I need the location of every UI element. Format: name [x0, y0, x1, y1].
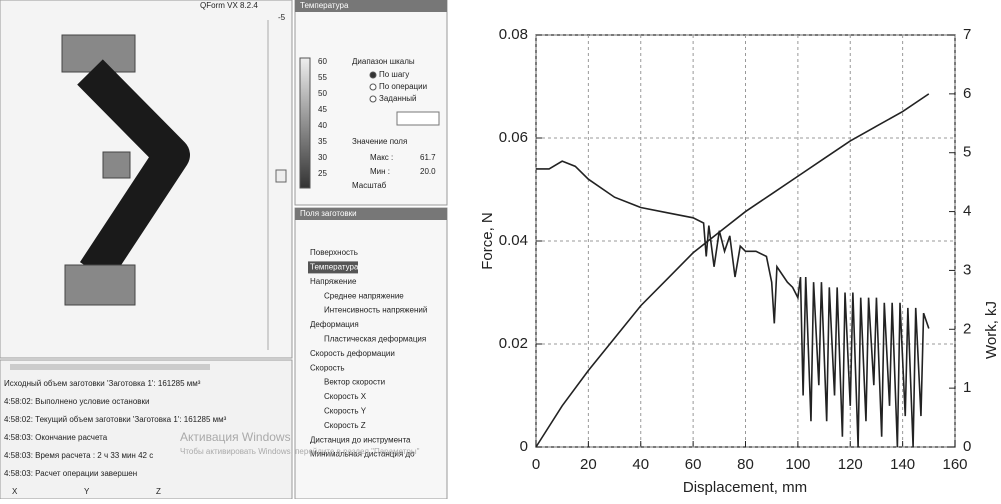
range-input[interactable]: [397, 112, 439, 125]
tree-item: Напряжение: [310, 277, 357, 286]
log-line: 4:58:03: Время расчета : 2 ч 33 мин 42 с: [4, 451, 153, 460]
slider-thumb[interactable]: [276, 170, 286, 182]
y2-tick-label: 0: [963, 438, 971, 455]
range-title: Диапазон шкалы: [352, 57, 415, 66]
column-header: Z: [156, 487, 161, 496]
scale-label: 40: [318, 121, 327, 130]
min-value: 20.0: [420, 167, 436, 176]
scale-label: 25: [318, 169, 327, 178]
tree-item: Скорость X: [324, 392, 367, 401]
field-value-title: Значение поля: [352, 137, 407, 146]
tree-item: Скорость деформации: [310, 349, 395, 358]
x-tick-label: 140: [890, 456, 915, 473]
x-tick-label: 20: [580, 456, 597, 473]
figure: Displacement, mm Force, N Work, kJ QForm…: [0, 0, 1001, 499]
x-tick-label: 40: [632, 456, 649, 473]
log-line: Исходный объем заготовки 'Заготовка 1': …: [4, 379, 201, 388]
max-value: 61.7: [420, 153, 436, 162]
column-header: X: [12, 487, 18, 496]
y2-tick-label: 7: [963, 26, 971, 43]
tree-item: Поверхность: [310, 248, 358, 257]
tree-item: Интенсивность напряжений: [324, 306, 427, 315]
scale-label: 35: [318, 137, 327, 146]
scale-label: 55: [318, 73, 327, 82]
slider-value: -5: [278, 13, 286, 22]
y2-tick-label: 1: [963, 379, 971, 396]
log-line: 4:58:02: Текущий объем заготовки 'Загото…: [4, 415, 227, 424]
radio[interactable]: [370, 84, 376, 90]
tool-bottom: [65, 265, 135, 305]
range-option: По шагу: [379, 70, 409, 79]
min-label: Мин :: [370, 167, 390, 176]
x-tick-label: 0: [532, 456, 540, 473]
tree-item: Дистанция до инструмента: [310, 435, 411, 444]
y-tick-label: 0.02: [499, 335, 528, 352]
x-tick-label: 120: [838, 456, 863, 473]
x-tick-label: 80: [737, 456, 754, 473]
x-tick-label: 160: [942, 456, 967, 473]
y-tick-label: 0.06: [499, 129, 528, 146]
app-title: QForm VX 8.2.4: [200, 1, 258, 10]
y2-axis-label: Work, kJ: [983, 301, 1000, 359]
log-line: 4:58:03: Расчет операции завершен: [4, 469, 137, 478]
radio[interactable]: [370, 72, 376, 78]
watermark: Активация Windows: [180, 430, 291, 444]
tree-item: Скорость: [310, 363, 345, 372]
y2-tick-label: 5: [963, 144, 971, 161]
log-line: 4:58:03: Окончание расчета: [4, 433, 108, 442]
max-label: Макс :: [370, 153, 393, 162]
y2-tick-label: 6: [963, 85, 971, 102]
tree-item: Скорость Y: [324, 407, 367, 416]
x-tick-label: 100: [785, 456, 810, 473]
y2-tick-label: 2: [963, 320, 971, 337]
panel-title: Температура: [300, 1, 349, 10]
tree-item: Среднее напряжение: [324, 291, 404, 300]
scale-label: 45: [318, 105, 327, 114]
radio[interactable]: [370, 96, 376, 102]
column-header: Y: [84, 487, 90, 496]
y-tick-label: 0: [520, 438, 528, 455]
watermark: Чтобы активировать Windows, перейдите в …: [180, 447, 420, 456]
x-axis-label: Displacement, mm: [683, 479, 807, 496]
log-line: 4:58:02: Выполнено условие остановки: [4, 397, 150, 406]
y2-tick-label: 4: [963, 203, 971, 220]
y-tick-label: 0.04: [499, 232, 528, 249]
x-tick-label: 60: [685, 456, 702, 473]
scale-label: 50: [318, 89, 327, 98]
progress-bar: [10, 364, 210, 370]
tree-item: Пластическая деформация: [324, 335, 426, 344]
y-tick-label: 0.08: [499, 26, 528, 43]
y-axis-label: Force, N: [479, 212, 496, 270]
scale-label-text: Масштаб: [352, 181, 387, 190]
tool-middle: [103, 152, 130, 178]
tree-item: Скорость Z: [324, 421, 366, 430]
range-option: По операции: [379, 82, 427, 91]
scale-label: 30: [318, 153, 327, 162]
scale-label: 60: [318, 57, 327, 66]
range-option: Заданный: [379, 94, 416, 103]
fields-title: Поля заготовки: [300, 209, 357, 218]
tree-item: Температура: [310, 263, 359, 272]
y2-tick-label: 3: [963, 261, 971, 278]
color-scale: [300, 58, 310, 188]
tree-item: Вектор скорости: [324, 378, 385, 387]
tree-item: Деформация: [310, 320, 359, 329]
